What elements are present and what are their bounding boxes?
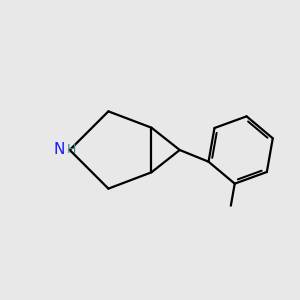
Text: H: H — [67, 143, 76, 156]
Text: N: N — [53, 142, 64, 157]
